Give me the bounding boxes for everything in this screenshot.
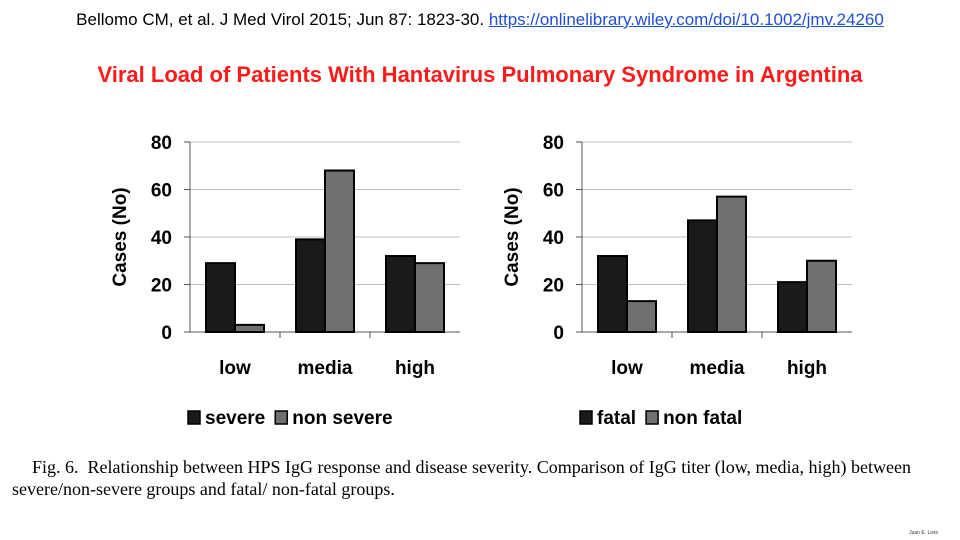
c0-category-label-media: media bbox=[298, 358, 353, 379]
c0-bar-severe-low bbox=[205, 262, 236, 333]
fatality-chart: 0 20 40 60 80 Cases (No) low media high fatal non … bbox=[492, 120, 872, 445]
figure-caption-text: Relationship between HPS IgG response an… bbox=[12, 457, 911, 499]
citation-link[interactable]: https://onlinelibrary.wiley.com/doi/10.1… bbox=[488, 10, 884, 29]
c1-legend-swatch-0 bbox=[579, 410, 593, 425]
c0-legend-swatch-0 bbox=[187, 410, 201, 425]
author-credit: Juan E. Loss bbox=[909, 530, 938, 536]
c1-category-label-media: media bbox=[690, 358, 745, 379]
c0-ytick-label-4: 80 bbox=[151, 133, 172, 154]
c1-legend-label-0: fatal bbox=[597, 408, 636, 429]
c1-ytick-label-2: 40 bbox=[543, 228, 564, 249]
c1-ytick-label-1: 20 bbox=[543, 276, 564, 297]
c1-category-label-low: low bbox=[611, 358, 643, 379]
c0-category-label-high: high bbox=[395, 358, 435, 379]
citation-text: Bellomo CM, et al. J Med Virol 2015; Jun… bbox=[76, 10, 485, 29]
c1-bar-fatal-high bbox=[777, 281, 808, 333]
c1-legend-swatch-1 bbox=[645, 410, 659, 425]
c1-category-label-high: high bbox=[787, 358, 827, 379]
c0-category-label-low: low bbox=[219, 358, 251, 379]
c1-bar-fatal-media bbox=[687, 219, 718, 333]
c0-ytick-label-3: 60 bbox=[151, 181, 172, 202]
slide-title: Viral Load of Patients With Hantavirus P… bbox=[97, 62, 863, 87]
severity-chart: 0 20 40 60 80 Cases (No) low media high severe non… bbox=[100, 120, 480, 445]
c0-bar-severe-media bbox=[295, 238, 326, 333]
citation: Bellomo CM, et al. J Med Virol 2015; Jun… bbox=[0, 10, 960, 30]
c0-ytick-label-1: 20 bbox=[151, 276, 172, 297]
c1-legend-label-1: non fatal bbox=[663, 408, 742, 429]
c0-ylabel: Cases (No) bbox=[110, 187, 131, 286]
fatality-chart-svg: 0 20 40 60 80 Cases (No) low media high fatal non … bbox=[502, 133, 852, 429]
c1-bar-non-fatal-high bbox=[806, 259, 837, 333]
c1-ytick-label-4: 80 bbox=[543, 133, 564, 154]
c0-bar-non-severe-low bbox=[234, 323, 265, 333]
c1-bar-fatal-low bbox=[597, 255, 628, 333]
figure-caption: Fig. 6. Relationship between HPS IgG res… bbox=[12, 456, 952, 500]
c1-ytick-label-0: 0 bbox=[553, 323, 564, 344]
c1-ylabel: Cases (No) bbox=[502, 187, 523, 286]
c0-ytick-label-2: 40 bbox=[151, 228, 172, 249]
c0-ytick-label-0: 0 bbox=[161, 323, 172, 344]
c1-bar-non-fatal-low bbox=[626, 300, 657, 333]
c0-bar-non-severe-high bbox=[414, 262, 445, 333]
severity-chart-svg: 0 20 40 60 80 Cases (No) low media high severe non… bbox=[110, 133, 460, 429]
c0-bar-severe-high bbox=[385, 255, 416, 333]
figure-label: Fig. 6. bbox=[32, 457, 79, 477]
c1-bar-non-fatal-media bbox=[716, 195, 747, 333]
c0-bar-non-severe-media bbox=[324, 169, 355, 333]
c0-legend-swatch-1 bbox=[274, 410, 288, 425]
c0-legend-label-1: non severe bbox=[292, 408, 392, 429]
c1-ytick-label-3: 60 bbox=[543, 181, 564, 202]
c0-legend-label-0: severe bbox=[205, 408, 265, 429]
